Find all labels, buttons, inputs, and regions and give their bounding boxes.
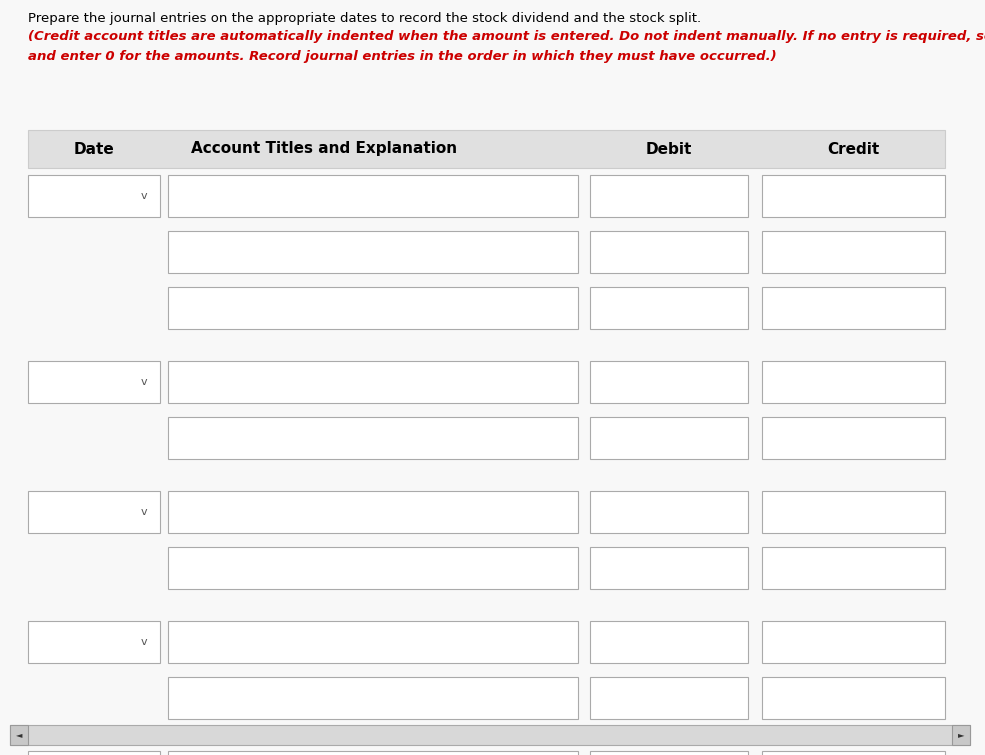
- FancyBboxPatch shape: [590, 751, 748, 755]
- FancyBboxPatch shape: [590, 491, 748, 533]
- Text: v: v: [141, 637, 148, 647]
- Text: Prepare the journal entries on the appropriate dates to record the stock dividen: Prepare the journal entries on the appro…: [28, 12, 701, 25]
- FancyBboxPatch shape: [168, 677, 578, 719]
- Text: v: v: [141, 377, 148, 387]
- FancyBboxPatch shape: [28, 175, 160, 217]
- Text: and enter 0 for the amounts. Record journal entries in the order in which they m: and enter 0 for the amounts. Record jour…: [28, 50, 776, 63]
- FancyBboxPatch shape: [590, 361, 748, 403]
- FancyBboxPatch shape: [762, 621, 945, 663]
- FancyBboxPatch shape: [28, 621, 160, 663]
- FancyBboxPatch shape: [762, 677, 945, 719]
- Text: v: v: [141, 507, 148, 517]
- FancyBboxPatch shape: [168, 175, 578, 217]
- Text: v: v: [141, 191, 148, 201]
- FancyBboxPatch shape: [168, 751, 578, 755]
- FancyBboxPatch shape: [762, 491, 945, 533]
- FancyBboxPatch shape: [590, 175, 748, 217]
- FancyBboxPatch shape: [762, 231, 945, 273]
- Text: Account Titles and Explanation: Account Titles and Explanation: [191, 141, 457, 156]
- FancyBboxPatch shape: [952, 725, 970, 745]
- FancyBboxPatch shape: [762, 175, 945, 217]
- FancyBboxPatch shape: [28, 491, 160, 533]
- FancyBboxPatch shape: [762, 751, 945, 755]
- Text: ►: ►: [957, 731, 964, 739]
- FancyBboxPatch shape: [28, 751, 160, 755]
- FancyBboxPatch shape: [762, 547, 945, 589]
- FancyBboxPatch shape: [168, 621, 578, 663]
- Text: Date: Date: [74, 141, 114, 156]
- FancyBboxPatch shape: [590, 547, 748, 589]
- Text: ◄: ◄: [16, 731, 23, 739]
- Text: Credit: Credit: [827, 141, 880, 156]
- FancyBboxPatch shape: [590, 677, 748, 719]
- FancyBboxPatch shape: [168, 417, 578, 459]
- FancyBboxPatch shape: [168, 361, 578, 403]
- Text: (Credit account titles are automatically indented when the amount is entered. Do: (Credit account titles are automatically…: [28, 30, 985, 43]
- FancyBboxPatch shape: [762, 417, 945, 459]
- FancyBboxPatch shape: [590, 417, 748, 459]
- FancyBboxPatch shape: [168, 231, 578, 273]
- FancyBboxPatch shape: [590, 621, 748, 663]
- Text: Debit: Debit: [646, 141, 692, 156]
- FancyBboxPatch shape: [762, 287, 945, 329]
- FancyBboxPatch shape: [28, 361, 160, 403]
- FancyBboxPatch shape: [10, 725, 28, 745]
- FancyBboxPatch shape: [10, 725, 970, 745]
- FancyBboxPatch shape: [762, 361, 945, 403]
- FancyBboxPatch shape: [168, 287, 578, 329]
- FancyBboxPatch shape: [168, 491, 578, 533]
- FancyBboxPatch shape: [28, 130, 945, 168]
- FancyBboxPatch shape: [590, 287, 748, 329]
- FancyBboxPatch shape: [168, 547, 578, 589]
- FancyBboxPatch shape: [590, 231, 748, 273]
